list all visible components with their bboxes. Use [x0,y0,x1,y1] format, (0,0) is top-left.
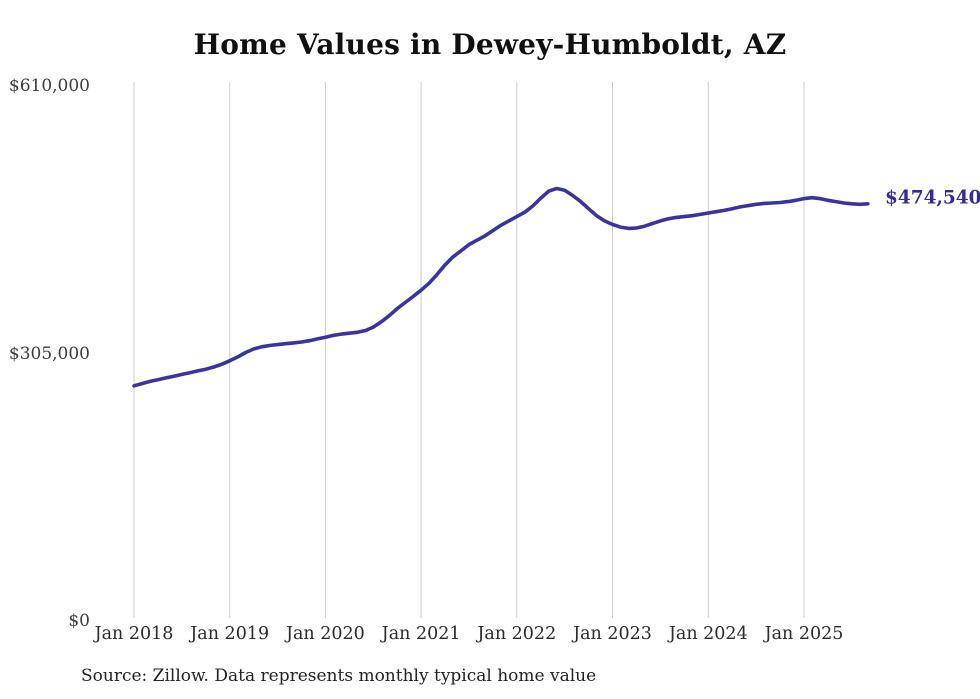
latest-value-label: $474,540 [885,187,980,209]
chart-title: Home Values in Dewey-Humboldt, AZ [193,28,787,61]
y-tick-2: $610,000 [8,76,90,96]
x-tick-jan-2023: Jan 2023 [573,624,652,644]
x-tick-jan-2020: Jan 2020 [285,624,365,644]
y-tick-0: $0 [68,611,90,631]
source-note: Source: Zillow. Data represents monthly … [81,666,597,686]
x-tick-jan-2018: Jan 2018 [94,624,174,644]
x-tick-jan-2022: Jan 2022 [477,624,557,644]
x-tick-jan-2019: Jan 2019 [190,624,270,644]
home-value-line [132,186,870,388]
x-tick-jan-2021: Jan 2021 [381,624,461,644]
y-tick-1: $305,000 [8,343,90,364]
x-tick-jan-2025: Jan 2025 [764,624,844,644]
x-tick-jan-2024: Jan 2024 [668,624,748,644]
vertical-gridlines [133,82,805,618]
